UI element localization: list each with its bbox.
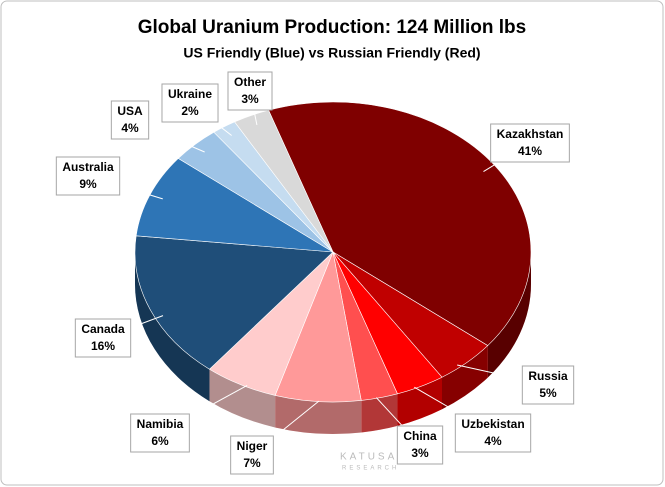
label-name: Russia bbox=[528, 369, 568, 383]
label-value: 41% bbox=[518, 144, 542, 158]
chart-title: Global Uranium Production: 124 Million l… bbox=[138, 17, 526, 38]
labels: Kazakhstan 41% Russia 5% Uzbekistan 4% China 3%… bbox=[55, 71, 575, 475]
label-value: 6% bbox=[151, 434, 169, 448]
slice-side bbox=[441, 345, 488, 410]
label-box bbox=[161, 83, 219, 123]
label-value: 7% bbox=[243, 456, 261, 470]
slice-side-shade bbox=[275, 395, 362, 435]
label-box bbox=[110, 100, 150, 140]
data-label: Niger 7% bbox=[230, 435, 274, 475]
label-box bbox=[227, 71, 273, 111]
label-box bbox=[454, 413, 532, 453]
label-box bbox=[396, 425, 444, 465]
slice-side-shade bbox=[361, 393, 398, 433]
watermark: RESEARCH bbox=[342, 466, 399, 472]
pie bbox=[134, 101, 532, 435]
slice-side bbox=[361, 393, 398, 433]
data-label: Namibia 6% bbox=[130, 413, 190, 453]
label-box bbox=[130, 413, 190, 453]
label-name: USA bbox=[117, 104, 143, 118]
label-name: Uzbekistan bbox=[461, 417, 524, 431]
label-name: Canada bbox=[81, 322, 125, 336]
label-box bbox=[55, 156, 121, 196]
data-label: Kazakhstan 41% bbox=[490, 123, 570, 163]
watermark: KATUSA bbox=[340, 452, 397, 463]
data-label: Russia 5% bbox=[521, 365, 575, 405]
slice-side bbox=[397, 377, 442, 426]
slice-side bbox=[487, 252, 531, 378]
slice-side-shade bbox=[397, 377, 442, 426]
chart-subtitle: US Friendly (Blue) vs Russian Friendly (… bbox=[183, 45, 480, 61]
label-value: 5% bbox=[539, 386, 557, 400]
label-name: China bbox=[403, 429, 437, 443]
label-name: Ukraine bbox=[168, 87, 212, 101]
slice bbox=[268, 101, 532, 346]
label-value: 9% bbox=[79, 177, 97, 191]
label-value: 2% bbox=[181, 104, 199, 118]
label-name: Namibia bbox=[137, 417, 184, 431]
data-label: Canada 16% bbox=[74, 318, 132, 358]
data-label: China 3% bbox=[396, 425, 444, 465]
label-box bbox=[490, 123, 570, 163]
data-label: Ukraine 2% bbox=[161, 83, 219, 123]
label-box bbox=[74, 318, 132, 358]
slice-side-shade bbox=[487, 252, 531, 378]
label-value: 16% bbox=[91, 339, 115, 353]
label-box bbox=[230, 435, 274, 475]
slice-side-shade bbox=[209, 369, 276, 428]
label-name: Other bbox=[234, 75, 266, 89]
slice-side bbox=[209, 369, 276, 428]
label-box bbox=[521, 365, 575, 405]
label-name: Kazakhstan bbox=[497, 127, 564, 141]
data-label: Other 3% bbox=[227, 71, 273, 111]
data-label: Australia 9% bbox=[55, 156, 121, 196]
slice-side-shade bbox=[135, 252, 210, 402]
label-value: 4% bbox=[121, 121, 139, 135]
label-value: 3% bbox=[241, 92, 259, 106]
data-label: USA 4% bbox=[110, 100, 150, 140]
label-name: Niger bbox=[237, 439, 268, 453]
label-value: 4% bbox=[484, 434, 502, 448]
label-name: Australia bbox=[62, 160, 114, 174]
slice-side bbox=[275, 395, 362, 435]
slice-side-shade bbox=[441, 345, 488, 410]
data-label: Uzbekistan 4% bbox=[454, 413, 532, 453]
slice bbox=[134, 235, 334, 370]
slice-side bbox=[135, 252, 210, 402]
label-value: 3% bbox=[411, 446, 429, 460]
